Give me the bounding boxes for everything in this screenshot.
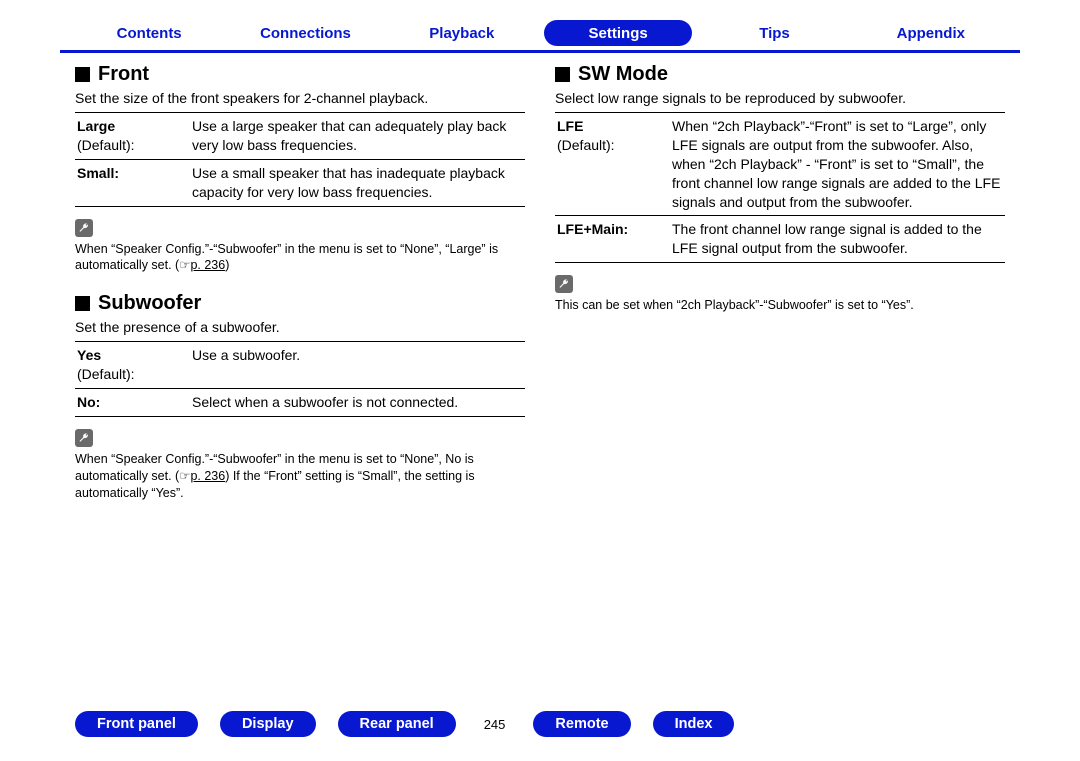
wrench-icon [75, 429, 93, 447]
tab-appendix[interactable]: Appendix [857, 20, 1005, 46]
footer-remote-button[interactable]: Remote [533, 711, 630, 737]
swmode-desc: Select low range signals to be reproduce… [555, 90, 1005, 106]
opt-label: LFE+Main: [557, 221, 628, 237]
note-text: When “Speaker Config.”-“Subwoofer” in th… [75, 241, 525, 275]
subwoofer-desc: Set the presence of a subwoofer. [75, 319, 525, 335]
section-title-front: Front [98, 63, 149, 86]
opt-desc: Use a small speaker that has inadequate … [190, 159, 525, 206]
opt-default: (Default): [77, 366, 135, 382]
opt-desc: Select when a subwoofer is not connected… [190, 389, 525, 417]
footer-display-button[interactable]: Display [220, 711, 316, 737]
content-area: Front Set the size of the front speakers… [0, 53, 1080, 520]
front-note: When “Speaker Config.”-“Subwoofer” in th… [75, 219, 525, 275]
top-nav: Contents Connections Playback Settings T… [0, 0, 1080, 46]
front-desc: Set the size of the front speakers for 2… [75, 90, 525, 106]
page-link[interactable]: p. 236 [190, 258, 225, 272]
section-front: Front Set the size of the front speakers… [75, 63, 525, 274]
note-text: When “Speaker Config.”-“Subwoofer” in th… [75, 451, 525, 502]
note-text: This can be set when “2ch Playback”-“Sub… [555, 297, 1005, 314]
subwoofer-options-table: Yes (Default): Use a subwoofer. No: Selec… [75, 341, 525, 417]
tab-settings[interactable]: Settings [544, 20, 692, 46]
section-title-subwoofer: Subwoofer [98, 292, 201, 315]
opt-default: (Default): [557, 137, 615, 153]
subwoofer-note: When “Speaker Config.”-“Subwoofer” in th… [75, 429, 525, 502]
opt-default: (Default): [77, 137, 135, 153]
opt-label: Small: [77, 165, 119, 181]
opt-label: Yes [77, 347, 101, 363]
opt-label: No: [77, 394, 100, 410]
wrench-icon [75, 219, 93, 237]
opt-desc: Use a subwoofer. [190, 342, 525, 389]
section-title-swmode: SW Mode [578, 63, 668, 86]
table-row: LFE (Default): When “2ch Playback”-“Front… [555, 113, 1005, 216]
table-row: Yes (Default): Use a subwoofer. [75, 342, 525, 389]
opt-label: Large [77, 118, 115, 134]
front-options-table: Large (Default): Use a large speaker that… [75, 112, 525, 207]
footer-rear-panel-button[interactable]: Rear panel [338, 711, 456, 737]
opt-desc: Use a large speaker that can adequately … [190, 113, 525, 160]
footer-index-button[interactable]: Index [653, 711, 735, 737]
tab-connections[interactable]: Connections [231, 20, 379, 46]
section-subwoofer: Subwoofer Set the presence of a subwoofe… [75, 292, 525, 501]
swmode-note: This can be set when “2ch Playback”-“Sub… [555, 275, 1005, 314]
square-bullet-icon [75, 296, 90, 311]
section-swmode: SW Mode Select low range signals to be r… [555, 63, 1005, 314]
footer-front-panel-button[interactable]: Front panel [75, 711, 198, 737]
page-number: 245 [478, 717, 512, 732]
table-row: Large (Default): Use a large speaker that… [75, 113, 525, 160]
opt-desc: When “2ch Playback”-“Front” is set to “L… [670, 113, 1005, 216]
tab-playback[interactable]: Playback [388, 20, 536, 46]
square-bullet-icon [555, 67, 570, 82]
opt-label: LFE [557, 118, 583, 134]
page-link[interactable]: p. 236 [190, 469, 225, 483]
square-bullet-icon [75, 67, 90, 82]
wrench-icon [555, 275, 573, 293]
footer-nav: Front panel Display Rear panel 245 Remot… [0, 711, 1080, 737]
tab-contents[interactable]: Contents [75, 20, 223, 46]
swmode-options-table: LFE (Default): When “2ch Playback”-“Front… [555, 112, 1005, 263]
table-row: Small: Use a small speaker that has inad… [75, 159, 525, 206]
left-column: Front Set the size of the front speakers… [75, 63, 525, 520]
table-row: LFE+Main: The front channel low range si… [555, 216, 1005, 263]
tab-tips[interactable]: Tips [700, 20, 848, 46]
table-row: No: Select when a subwoofer is not conne… [75, 389, 525, 417]
opt-desc: The front channel low range signal is ad… [670, 216, 1005, 263]
right-column: SW Mode Select low range signals to be r… [555, 63, 1005, 520]
